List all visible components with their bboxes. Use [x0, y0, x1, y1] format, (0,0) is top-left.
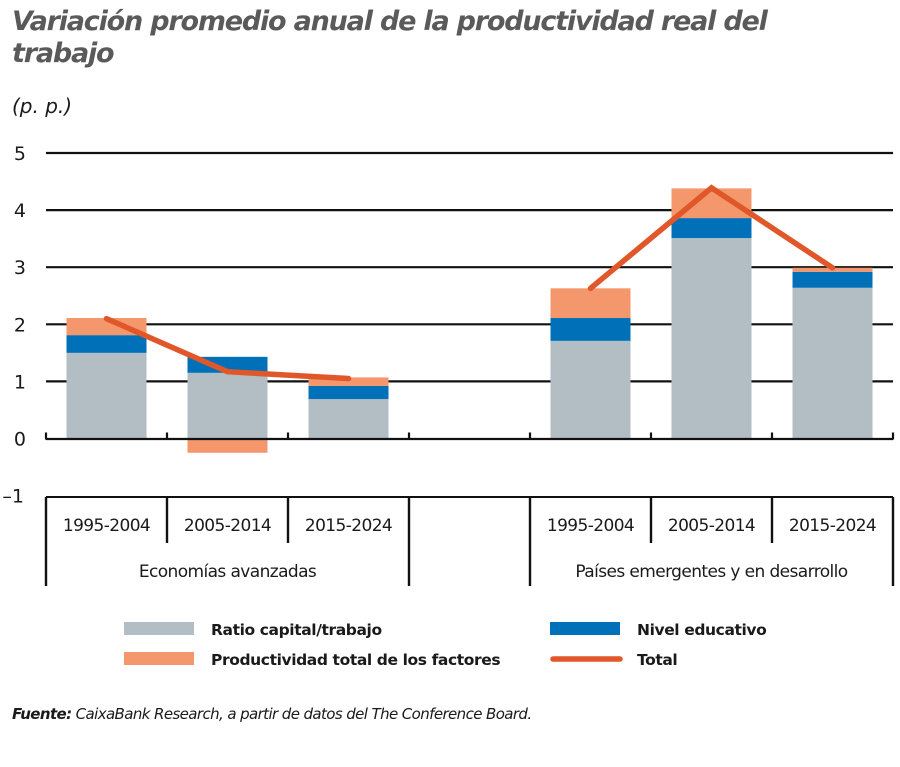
legend: Ratio capital/trabajo Nivel educativo Prod…	[124, 621, 767, 669]
legend-label: Nivel educativo	[637, 621, 766, 639]
y-tick-label: 5	[14, 143, 26, 165]
bars	[66, 188, 873, 453]
y-tick-label: 1	[14, 371, 26, 393]
bar-segment	[550, 340, 631, 439]
legend-item-education: Nivel educativo	[550, 621, 767, 639]
category-label: 1995-2004	[63, 516, 150, 536]
legend-label: Ratio capital/trabajo	[211, 621, 382, 639]
legend-swatch	[124, 652, 194, 665]
y-tick-label: 4	[14, 200, 26, 222]
x-axis	[44, 432, 895, 441]
y-tick-label: –1	[2, 486, 24, 508]
bar-segment	[66, 318, 147, 336]
category-label: 1995-2004	[547, 516, 634, 536]
legend-label: Total	[637, 651, 677, 669]
legend-item-tfp: Productividad total de los factores	[124, 651, 501, 669]
category-label: 2005-2014	[668, 516, 755, 536]
legend-swatch	[550, 622, 620, 635]
category-table: 1995-2004 2005-2014 2015-2024 1995-2004 2005…	[44, 496, 895, 586]
total-line-segment	[587, 184, 836, 292]
category-label: 2005-2014	[184, 516, 271, 536]
total-line-segment	[103, 315, 352, 382]
bar-segment	[308, 377, 389, 386]
legend-item-total: Total	[550, 651, 678, 669]
bar-segment	[308, 399, 389, 439]
y-tick-label: 0	[14, 429, 26, 451]
y-tick-label: 2	[14, 314, 26, 336]
y-tick-label: 3	[14, 257, 26, 279]
y-axis-unit: (p. p.)	[12, 94, 73, 118]
bar-segment	[187, 372, 268, 439]
bar-segment	[671, 238, 752, 439]
category-label: 2015-2024	[305, 516, 392, 536]
bar-segment	[792, 287, 873, 439]
bar-segment	[66, 335, 147, 353]
total-line	[103, 184, 836, 382]
bar-segment	[671, 218, 752, 239]
source-label: Fuente:	[12, 705, 72, 723]
source-note: Fuente: CaixaBank Research, a partir de …	[12, 705, 532, 723]
legend-item-capital: Ratio capital/trabajo	[124, 621, 382, 639]
category-label: 2015-2024	[789, 516, 876, 536]
bar-segment	[187, 438, 268, 453]
gridlines	[46, 151, 893, 383]
bar-segment	[66, 352, 147, 439]
bar-segment	[792, 271, 873, 288]
source-text: CaixaBank Research, a partir de datos de…	[75, 705, 532, 723]
chart-title: Variación promedio anual de la productiv…	[12, 6, 768, 69]
legend-swatch	[124, 622, 194, 635]
bar-segment	[308, 385, 389, 400]
group-label-advanced: Economías avanzadas	[139, 562, 317, 582]
group-label-emerging: Países emergentes y en desarrollo	[575, 562, 847, 582]
bar-segment	[550, 318, 631, 341]
y-axis-ticks: –1 0 1 2 3 4 5	[2, 143, 26, 508]
legend-label: Productividad total de los factores	[211, 651, 500, 669]
bar-segment	[550, 288, 631, 319]
